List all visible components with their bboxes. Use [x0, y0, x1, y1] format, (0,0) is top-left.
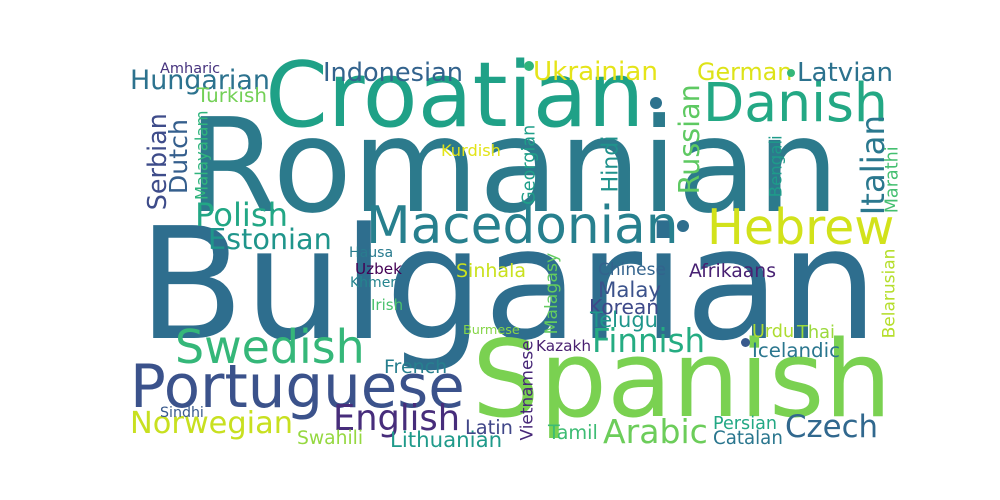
word-polish: Polish — [195, 196, 289, 235]
word-hebrew: Hebrew — [707, 199, 895, 256]
word-chinese: Chinese — [598, 260, 666, 280]
word-korean: Korean — [589, 295, 660, 320]
word-bengali: Bengali — [766, 134, 786, 198]
word-sinhala: Sinhala — [456, 259, 526, 282]
word-telugu: Telugu — [590, 308, 658, 332]
word-turkish: Turkish — [197, 84, 267, 108]
word-malayalam: Malayalam — [192, 110, 212, 200]
word-hindi: Hindi — [596, 135, 623, 193]
word-czech: Czech — [785, 409, 879, 446]
word-belarusian: Belarusian — [879, 248, 900, 338]
dot-macedonian — [677, 220, 689, 232]
word-uzbek: Uzbek — [355, 260, 402, 279]
word-english: English — [333, 397, 461, 439]
word-romanian: Romanian — [188, 89, 840, 242]
word-khmer: Khmer — [350, 275, 397, 291]
word-hausa: Hausa — [349, 245, 394, 261]
word-persian: Persian — [713, 414, 778, 435]
word-ukrainian: Ukrainian — [533, 57, 658, 88]
dot-ukrainian — [524, 61, 534, 71]
word-icelandic: Icelandic — [752, 338, 840, 362]
word-burmese: Burmese — [463, 322, 520, 338]
word-swahili: Swahili — [297, 427, 364, 449]
word-thai: Thai — [797, 321, 835, 343]
word-danish: Danish — [703, 71, 888, 135]
word-irish: Irish — [371, 295, 404, 314]
word-sindhi: Sindhi — [160, 404, 204, 421]
word-malay: Malay — [598, 278, 661, 304]
word-french: French — [384, 356, 448, 378]
word-georgian: Georgian — [519, 124, 540, 206]
word-norwegian: Norwegian — [130, 405, 293, 441]
word-afrikaans: Afrikaans — [689, 260, 776, 282]
word-croatian: Croatian — [265, 44, 645, 149]
word-malagasy: Malagasy — [542, 253, 563, 335]
word-macedonian: Macedonian — [366, 195, 679, 256]
word-kurdish: Kurdish — [441, 140, 501, 160]
dot-icelandic — [741, 338, 750, 347]
word-dutch: Dutch — [163, 118, 193, 195]
word-marathi: Marathi — [882, 146, 903, 213]
dot-croatian — [650, 97, 662, 109]
word-latvian: Latvian — [797, 58, 893, 88]
word-indonesian: Indonesian — [323, 57, 463, 88]
word-latin: Latin — [465, 415, 513, 439]
word-bulgarian: Bulgarian — [138, 193, 879, 375]
word-kazakh: Kazakh — [536, 337, 592, 356]
word-portuguese: Portuguese — [130, 352, 465, 422]
word-urdu: Urdu — [752, 321, 795, 342]
word-catalan: Catalan — [713, 427, 783, 449]
word-tamil: Tamil — [548, 421, 598, 445]
dot-latvian — [787, 69, 795, 77]
word-amharic: Amharic — [160, 60, 221, 77]
word-russian: Russian — [671, 83, 706, 195]
word-lithuanian: Lithuanian — [390, 427, 503, 453]
word-german: German — [697, 58, 793, 87]
word-estonian: Estonian — [208, 222, 332, 257]
word-vietnamese: Vietnamese — [516, 340, 537, 441]
word-swedish: Swedish — [175, 319, 365, 374]
word-arabic: Arabic — [603, 412, 708, 452]
word-hungarian: Hungarian — [130, 65, 270, 96]
word-spanish: Spanish — [472, 317, 892, 442]
word-finnish: Finnish — [592, 322, 706, 361]
